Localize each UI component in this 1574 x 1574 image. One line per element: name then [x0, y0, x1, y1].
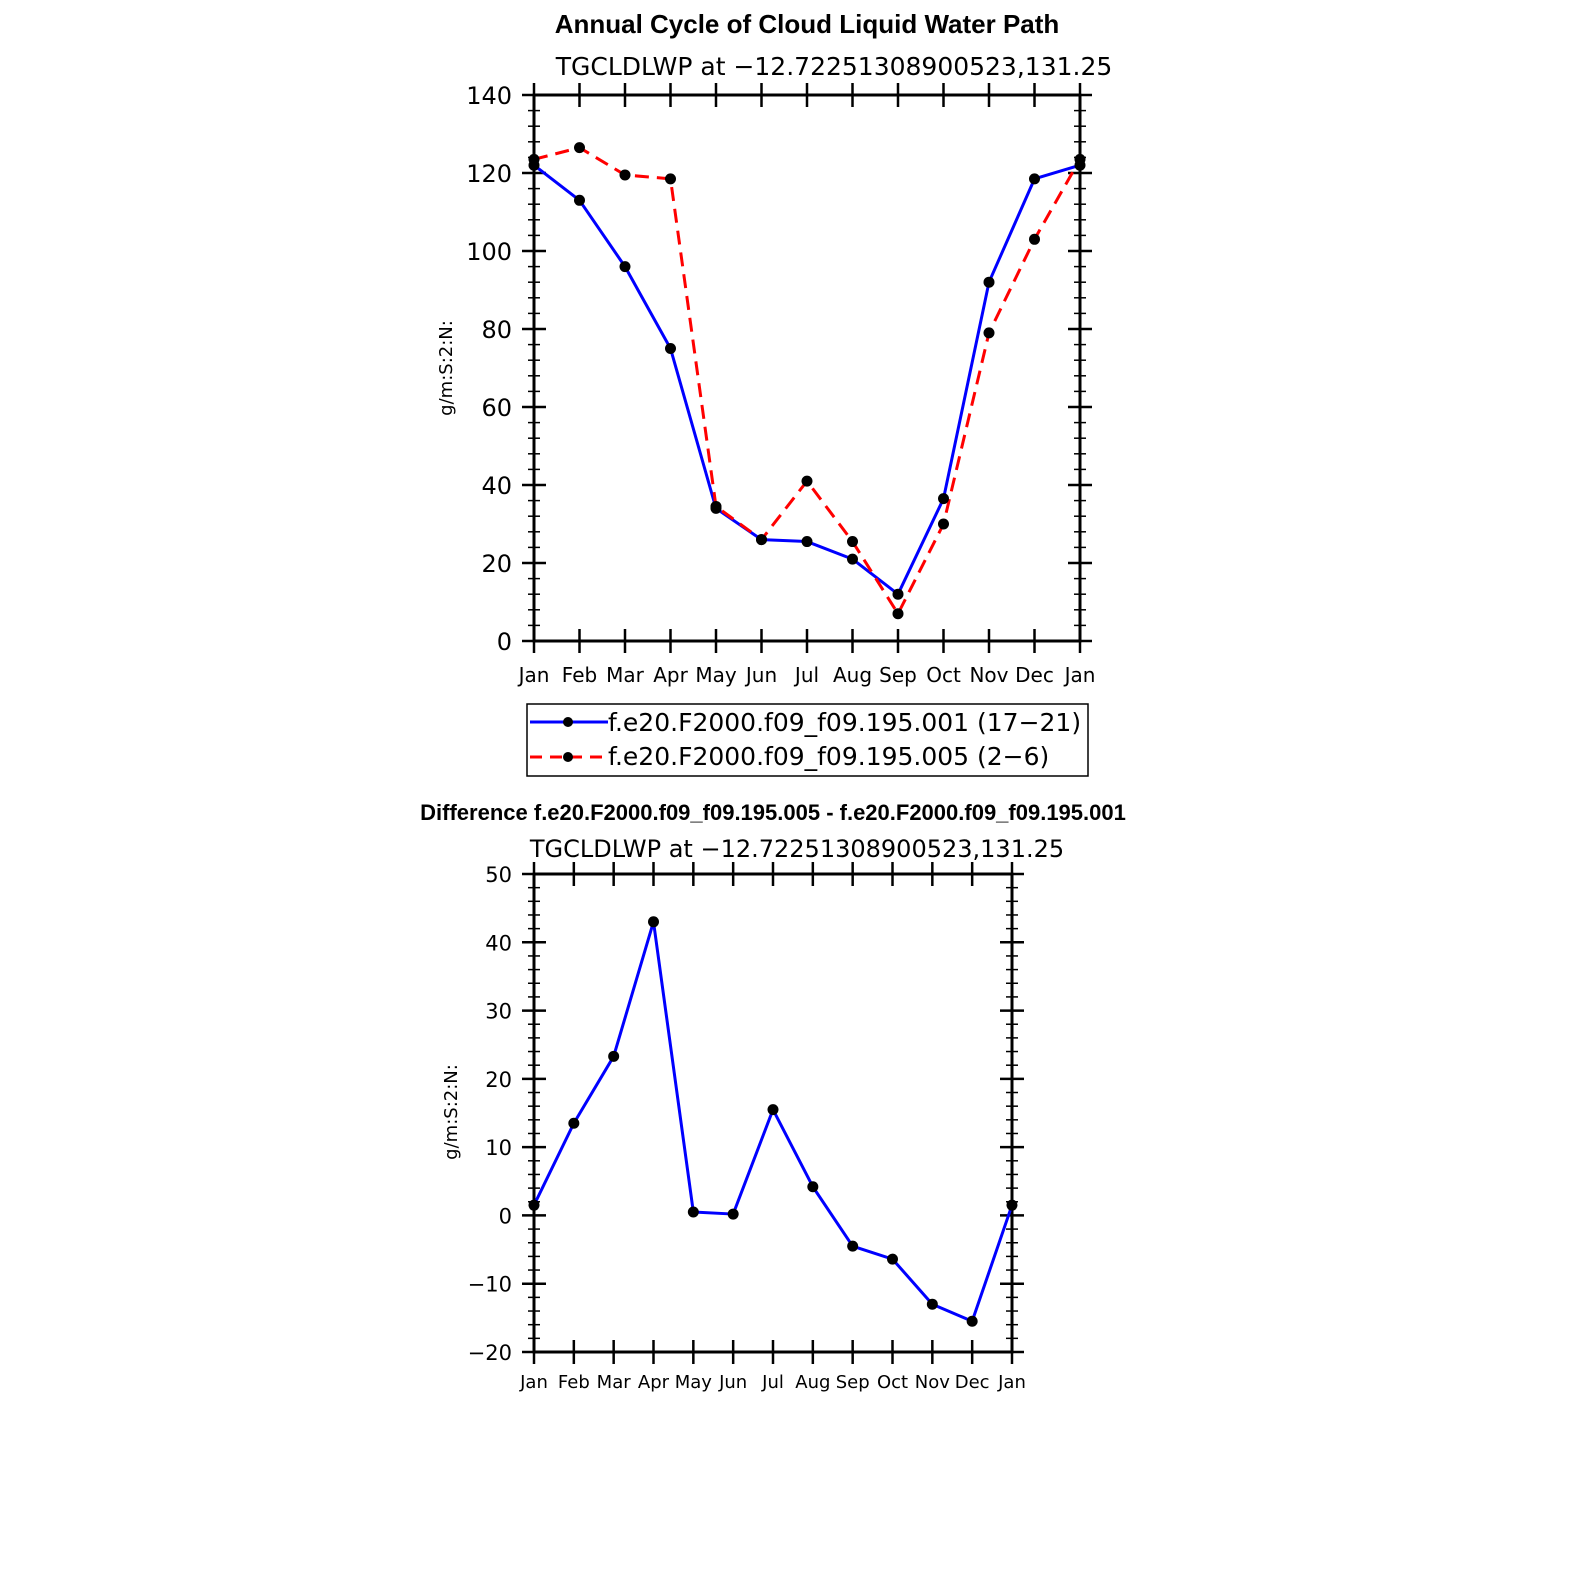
x-tick-label: Jan — [517, 663, 550, 687]
data-point-series-1 — [938, 493, 949, 505]
plot-frame — [532, 93, 1082, 643]
data-point-series-1 — [887, 1253, 898, 1265]
legend-label-series-2: f.e20.F2000.f09_f09.195.005 (2−6) — [608, 742, 1049, 771]
panel-title: Difference f.e20.F2000.f09_f09.195.005 -… — [420, 800, 1126, 825]
series-layer — [528, 142, 1086, 620]
legend-box — [526, 703, 1089, 777]
axes: 0 20 40 60 80 100 120 140 Jan Feb Mar Apr May Jun Jul A… — [466, 82, 1095, 687]
data-point-series-2 — [1074, 153, 1086, 165]
x-tick-label: Feb — [562, 663, 597, 687]
x-tick-label: Jan — [519, 1372, 548, 1393]
data-point-series-2 — [619, 169, 631, 181]
x-tick-label: Mar — [597, 1372, 632, 1393]
data-point-series-2 — [710, 500, 722, 512]
annual-cycle-panel: Annual Cycle of Cloud Liquid Water Path … — [436, 9, 1113, 777]
x-tick-label: Dec — [1015, 663, 1054, 687]
y-tick-label: 10 — [485, 1136, 512, 1160]
x-tick-label: Jul — [761, 1372, 784, 1393]
x-tick-label: Nov — [969, 663, 1008, 687]
y-tick-label: 40 — [481, 472, 512, 500]
data-point-series-2 — [847, 536, 858, 548]
legend: f.e20.F2000.f09_f09.195.001 (17−21) f.e2… — [526, 703, 1089, 777]
data-point-series-1 — [892, 588, 904, 600]
y-tick-label: 60 — [481, 394, 512, 422]
panel-title: Annual Cycle of Cloud Liquid Water Path — [555, 9, 1060, 39]
x-tick-label: Mar — [606, 663, 645, 687]
y-tick-label: 30 — [485, 1000, 512, 1024]
y-tick-label: −20 — [468, 1341, 512, 1365]
panel-subtitle: TGCLDLWP at −12.72251308900523,131.25 — [529, 835, 1064, 863]
data-point-series-1 — [801, 536, 813, 548]
x-tick-label: Jan — [997, 1372, 1026, 1393]
x-tick-label: Dec — [955, 1372, 990, 1393]
data-point-series-1 — [966, 1315, 978, 1327]
data-point-series-1 — [1029, 173, 1040, 185]
data-point-series-2 — [801, 475, 813, 487]
x-tick-label: May — [695, 663, 737, 687]
y-axis-label: g/m:S:2:N: — [441, 1064, 462, 1160]
legend-marker-series-1 — [563, 717, 573, 727]
y-axis-label: g/m:S:2:N: — [436, 320, 457, 416]
x-tick-label: Feb — [558, 1372, 590, 1393]
x-tick-label: Apr — [638, 1372, 670, 1393]
series-line-1 — [533, 163, 1081, 596]
data-point-series-2 — [892, 608, 904, 620]
x-tick-label: Jan — [1063, 663, 1096, 687]
y-tick-label: 140 — [466, 82, 512, 110]
data-point-series-1 — [1006, 1199, 1018, 1211]
data-point-series-2 — [665, 173, 676, 185]
x-tick-label: Nov — [915, 1372, 950, 1393]
data-point-series-1 — [847, 553, 858, 565]
data-point-series-2 — [938, 518, 949, 530]
data-point-series-2 — [1029, 233, 1040, 245]
y-tick-label: 20 — [481, 550, 512, 578]
data-point-series-1 — [847, 1240, 859, 1252]
y-tick-label: 20 — [485, 1068, 512, 1092]
x-tick-label: Oct — [926, 663, 961, 687]
y-tick-label: −10 — [468, 1273, 512, 1297]
data-point-series-1 — [568, 1117, 580, 1129]
x-tick-label: Jun — [744, 663, 777, 687]
data-point-series-2 — [983, 327, 995, 339]
data-point-series-1 — [727, 1208, 739, 1220]
axes: −20 −10 0 10 20 30 40 50 Jan Feb Mar Apr May Jun Jul Au… — [468, 862, 1026, 1393]
x-tick-label: Sep — [836, 1372, 870, 1393]
legend-marker-series-2 — [563, 752, 573, 762]
x-tick-label: Aug — [833, 663, 872, 687]
data-point-series-2 — [528, 153, 540, 165]
x-tick-label: Sep — [879, 663, 917, 687]
x-tick-label: Aug — [795, 1372, 830, 1393]
y-tick-label: 40 — [485, 931, 512, 955]
data-point-series-1 — [619, 261, 631, 273]
y-tick-label: 0 — [499, 1204, 512, 1228]
data-point-series-1 — [665, 343, 676, 354]
x-tick-label: Oct — [877, 1372, 908, 1393]
x-tick-label: Apr — [653, 663, 688, 687]
legend-label-series-1: f.e20.F2000.f09_f09.195.001 (17−21) — [608, 708, 1081, 737]
data-point-series-1 — [807, 1181, 819, 1193]
series-line-1 — [532, 920, 1014, 1323]
x-tick-label: Jun — [718, 1372, 747, 1393]
y-tick-label: 50 — [485, 863, 512, 887]
x-tick-label: May — [675, 1372, 713, 1393]
y-tick-label: 100 — [466, 238, 512, 266]
series-layer — [528, 916, 1018, 1327]
data-point-series-1 — [608, 1050, 620, 1062]
y-tick-label: 120 — [466, 160, 512, 188]
panel-subtitle: TGCLDLWP at −12.72251308900523,131.25 — [555, 52, 1113, 81]
data-point-series-2 — [574, 142, 585, 154]
difference-panel: Difference f.e20.F2000.f09_f09.195.005 -… — [420, 800, 1126, 1393]
y-tick-label: 0 — [497, 628, 512, 656]
data-point-series-1 — [528, 1199, 540, 1211]
data-point-series-1 — [983, 276, 995, 288]
y-tick-label: 80 — [481, 316, 512, 344]
data-point-series-1 — [574, 194, 585, 206]
data-point-series-1 — [687, 1206, 699, 1218]
data-point-series-1 — [767, 1104, 779, 1116]
data-point-series-1 — [926, 1298, 938, 1310]
x-tick-label: Jul — [793, 663, 819, 687]
data-point-series-2 — [756, 534, 767, 546]
data-point-series-1 — [648, 916, 659, 928]
